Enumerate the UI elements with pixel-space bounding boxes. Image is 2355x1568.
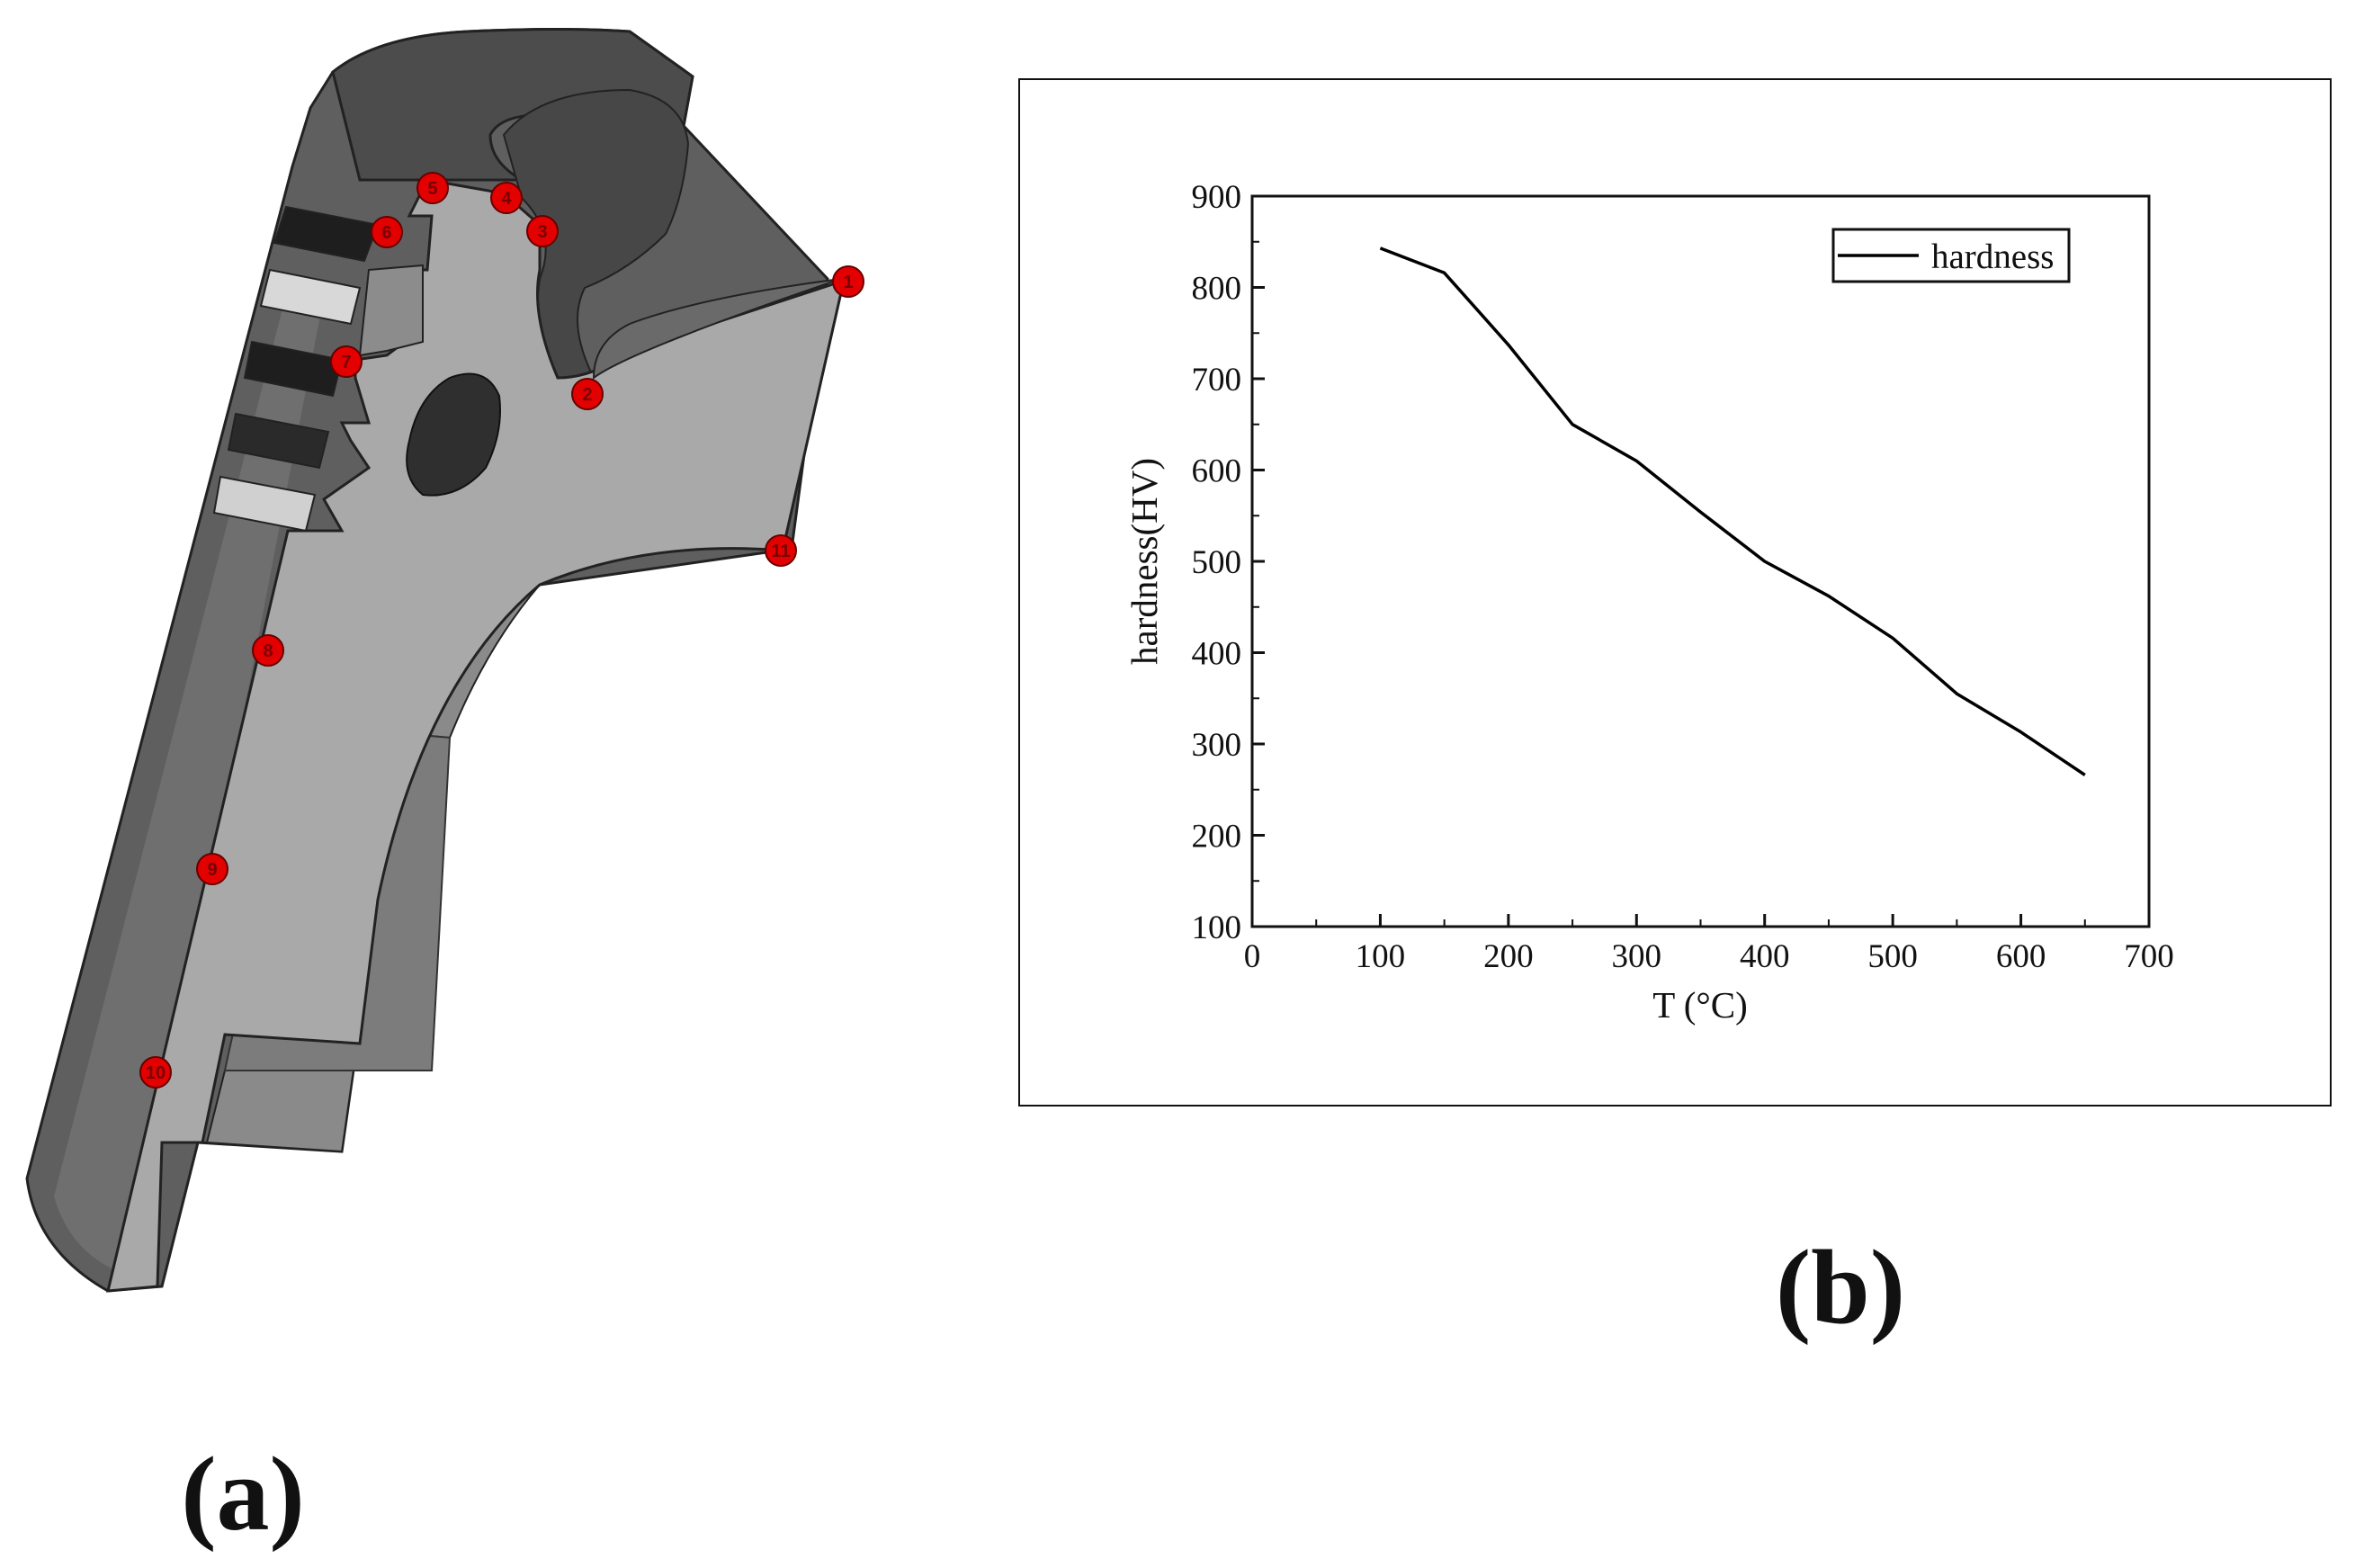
x-tick-label: 0 — [1244, 938, 1261, 975]
component-slot — [358, 264, 424, 357]
marker-dot — [571, 378, 604, 410]
component-grooves — [212, 205, 380, 533]
marker-label: 6 — [381, 223, 391, 243]
series-line-hardness — [1379, 246, 2086, 776]
marker-dot — [330, 345, 363, 378]
y-tick-label: 100 — [1192, 909, 1242, 946]
legend-box — [1831, 228, 2071, 283]
panel-b-label: (b) — [1776, 1228, 1905, 1346]
x-axis-title: T (°C) — [1652, 984, 1748, 1026]
x-tick-label: 500 — [1867, 938, 1918, 975]
hardness-chart: 0 100 200 300 400 500 600 700 10020030040050060… — [1124, 179, 2174, 1026]
marker-dot — [371, 216, 403, 248]
panel-a-illustration — [25, 28, 846, 1293]
marker-label: 11 — [771, 542, 790, 561]
legend-label-hardness: hardness — [1931, 237, 2054, 276]
y-tick-label: 800 — [1192, 271, 1242, 308]
y-axis-title: hardness(HV) — [1124, 458, 1165, 665]
measurement-point-11: 11 — [765, 534, 797, 567]
marker-dot — [252, 634, 284, 667]
x-axis: 0 100 200 300 400 500 600 700 — [1244, 914, 2174, 975]
measurement-point-7: 7 — [330, 345, 363, 378]
y-tick-label: 300 — [1192, 727, 1242, 764]
marker-label: 8 — [263, 641, 273, 661]
x-tick-label: 200 — [1483, 938, 1534, 975]
component-gallery-hole — [406, 372, 501, 497]
marker-label: 4 — [501, 189, 512, 209]
panel-a-label: (a) — [181, 1435, 305, 1553]
marker-dot — [832, 265, 864, 298]
chart-frame — [1018, 78, 2332, 1107]
measurement-point-6: 6 — [371, 216, 403, 248]
measurement-point-1: 1 — [832, 265, 864, 298]
y-axis: 100 200 300 400 500 600 700 800 900 — [1192, 179, 1265, 946]
legend: hardness — [1831, 228, 2071, 283]
y-tick-label: 900 — [1192, 179, 1242, 216]
x-tick-label: 100 — [1356, 938, 1406, 975]
y-tick-label: 400 — [1192, 636, 1242, 673]
x-tick-label: 600 — [1996, 938, 2046, 975]
x-tick-label: 400 — [1740, 938, 1790, 975]
component-bowl — [592, 278, 842, 380]
measurement-markers: 1 2 3 4 5 6 7 8 9 10 11 — [139, 172, 864, 1089]
component-cylinder-shade — [54, 288, 324, 1277]
y-tick-label: 500 — [1192, 544, 1242, 581]
marker-dot — [139, 1056, 172, 1089]
marker-dot — [526, 215, 559, 247]
y-tick-label: 600 — [1192, 453, 1242, 490]
measurement-point-3: 3 — [526, 215, 559, 247]
x-tick-label: 700 — [2124, 938, 2174, 975]
y-tick-label: 200 — [1192, 819, 1242, 856]
marker-label: 9 — [207, 860, 217, 880]
marker-dot — [416, 172, 449, 204]
measurement-point-8: 8 — [252, 634, 284, 667]
measurement-point-4: 4 — [490, 182, 523, 214]
y-tick-label: 700 — [1192, 362, 1242, 399]
marker-dot — [196, 853, 228, 885]
marker-dot — [765, 534, 797, 567]
marker-label: 3 — [537, 222, 547, 242]
measurement-point-2: 2 — [571, 378, 604, 410]
measurement-point-10: 10 — [139, 1056, 172, 1089]
marker-label: 1 — [843, 273, 853, 292]
component-section-face — [106, 178, 846, 1293]
marker-label: 7 — [341, 353, 351, 372]
measurement-point-5: 5 — [416, 172, 449, 204]
marker-label: 5 — [427, 179, 437, 199]
measurement-point-9: 9 — [196, 853, 228, 885]
marker-label: 10 — [146, 1063, 166, 1083]
x-tick-label: 300 — [1612, 938, 1662, 975]
marker-label: 2 — [582, 385, 592, 405]
marker-dot — [490, 182, 523, 214]
